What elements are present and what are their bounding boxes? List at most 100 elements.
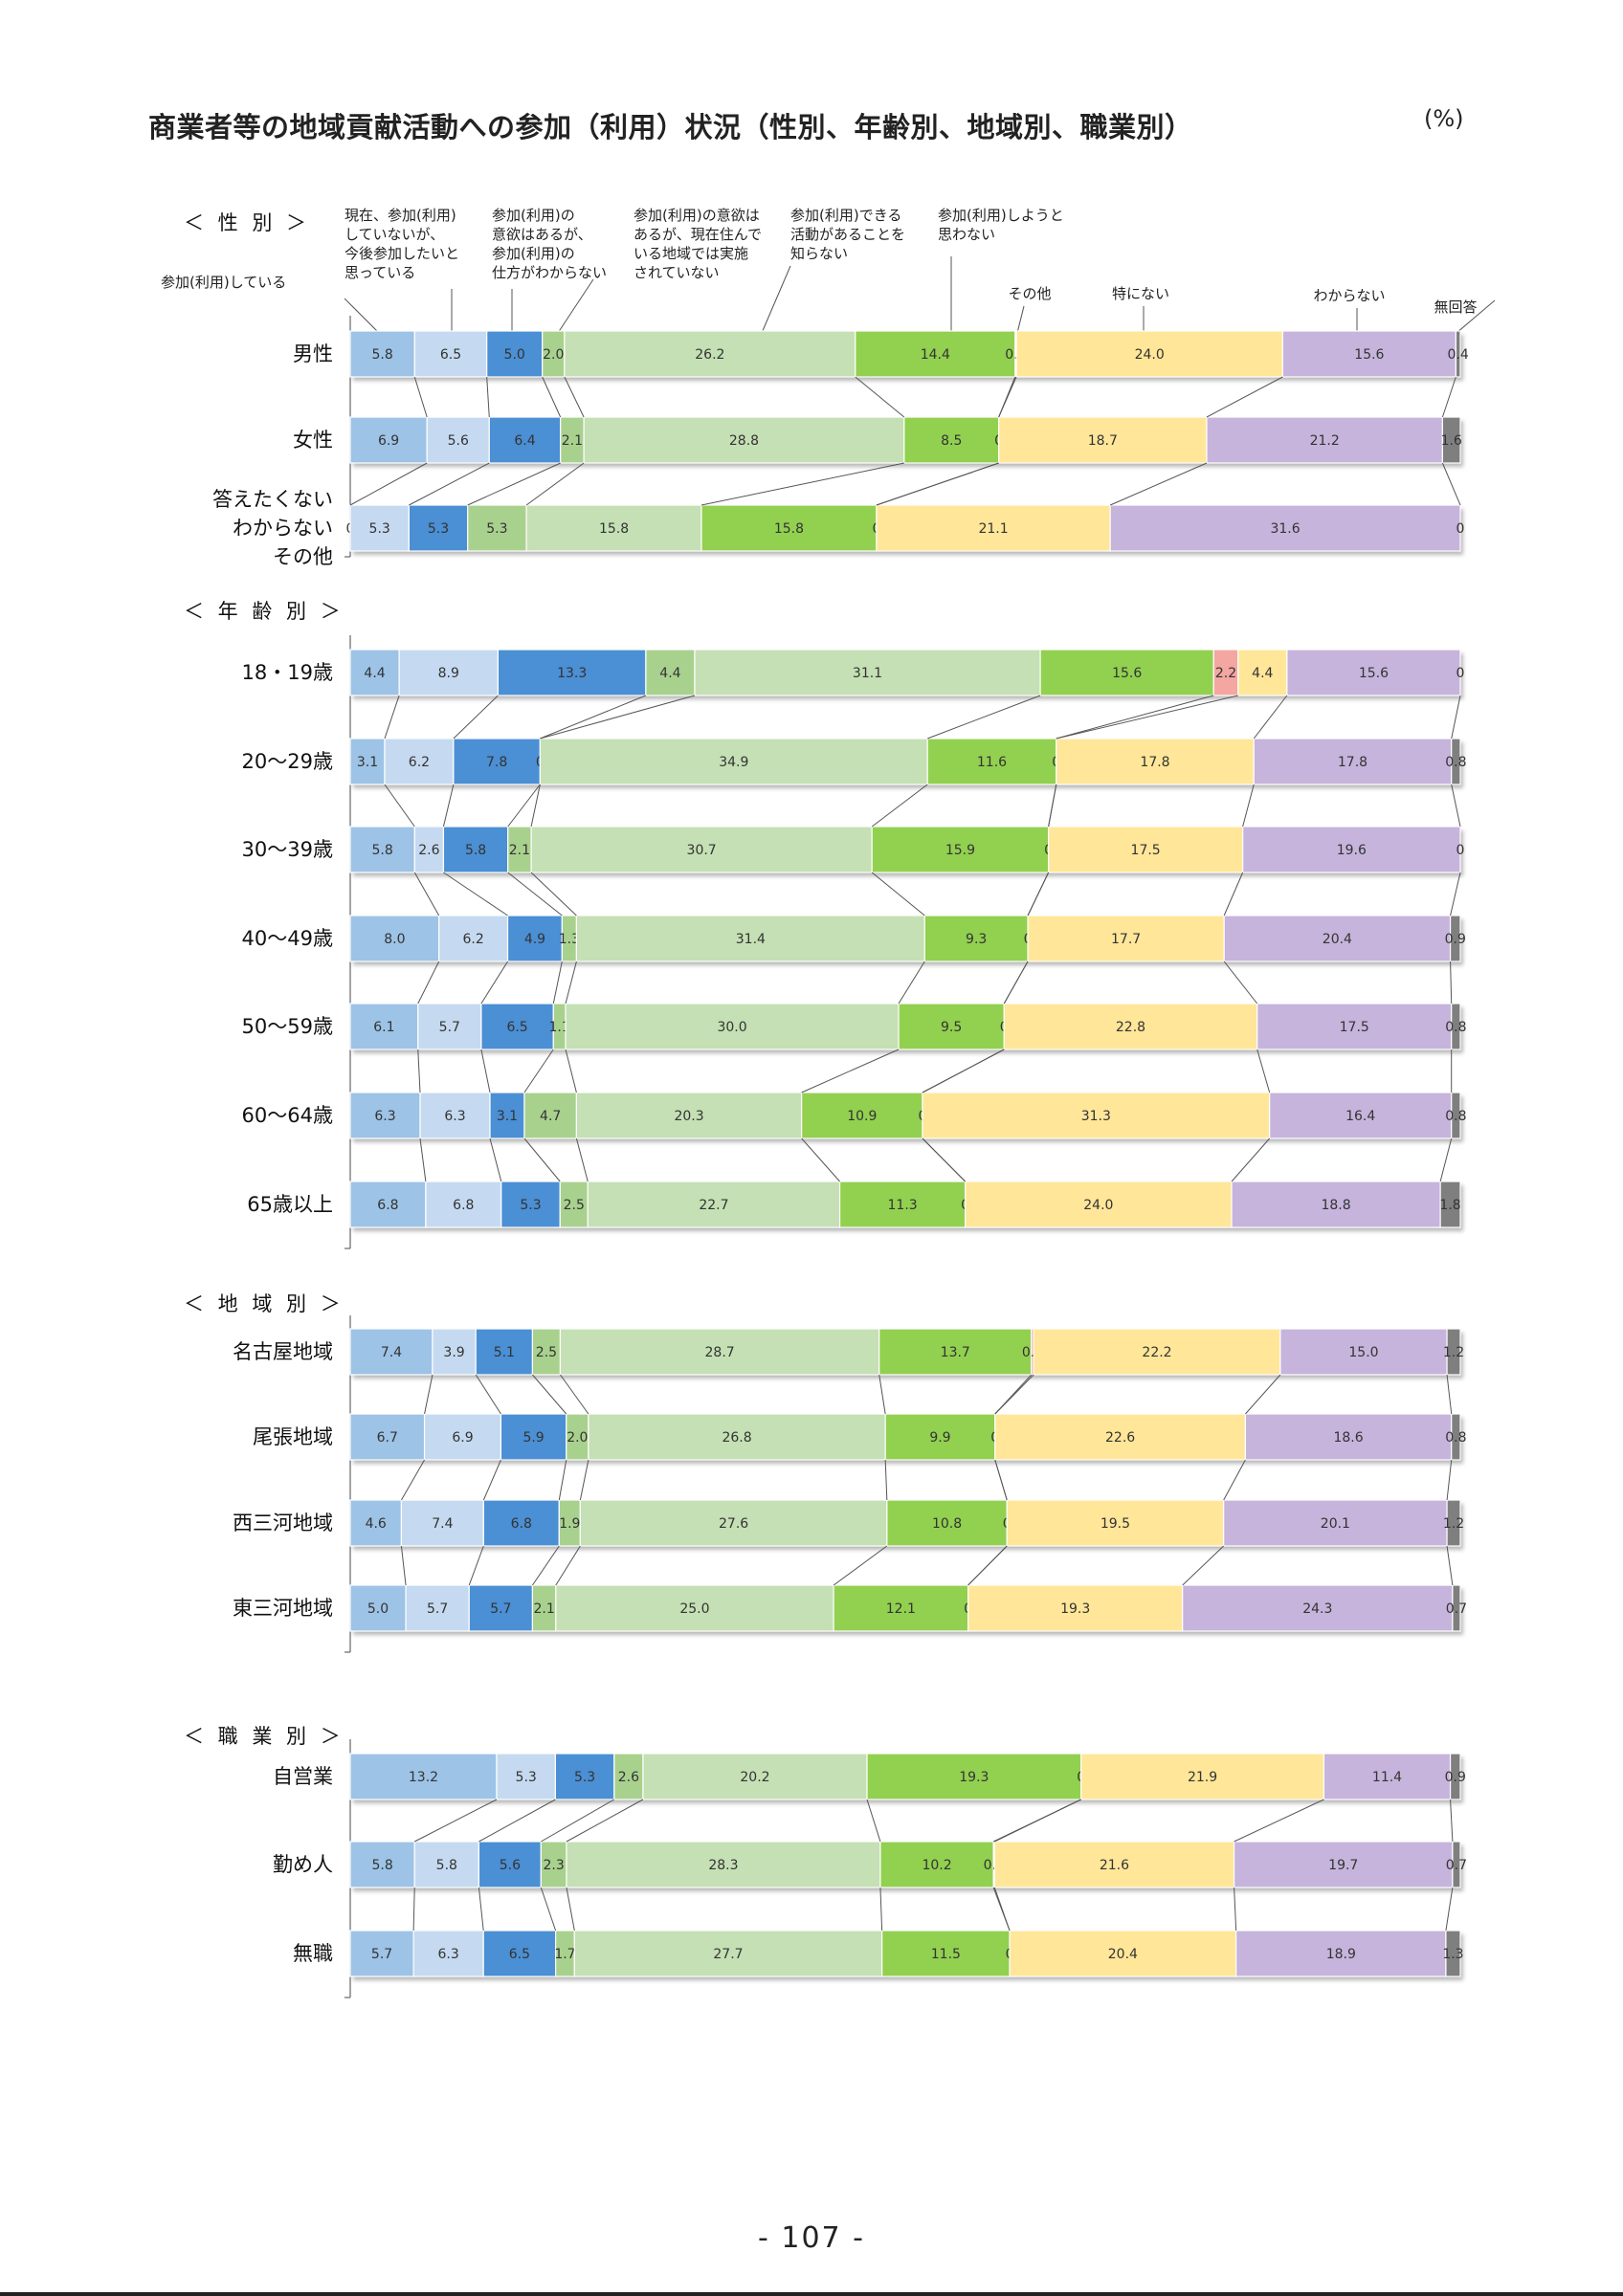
data-label-c5: 28.8 <box>729 433 759 449</box>
data-label-c6: 11.6 <box>977 755 1007 770</box>
data-label-c8: 18.7 <box>1088 433 1118 449</box>
series-connector <box>523 1137 561 1182</box>
data-label-c3: 5.3 <box>574 1770 595 1785</box>
bar-segment-c8 <box>1080 1753 1325 1800</box>
data-label-c4: 2.0 <box>543 347 564 363</box>
data-label-c5: 22.7 <box>699 1198 728 1213</box>
bar-segment-c6 <box>801 1092 923 1139</box>
series-connector <box>565 960 577 1004</box>
series-connector <box>507 872 563 916</box>
data-label-c4: 2.1 <box>533 1601 554 1617</box>
bar-segment-c3 <box>500 1413 567 1461</box>
series-connector <box>565 1049 577 1093</box>
row-label-1-6: 65歳以上 <box>247 1193 333 1216</box>
series-connector <box>443 872 508 916</box>
series-connector <box>475 1374 501 1415</box>
bar-segment-c6 <box>866 1753 1082 1800</box>
bar-segment-c5 <box>583 416 905 464</box>
series-connector <box>468 1545 484 1586</box>
bar-segment-c3 <box>475 1328 534 1376</box>
data-label-c2: 6.8 <box>453 1198 474 1213</box>
stacked-bar-chart: 参加(利用)している現在、参加(利用)していないが、今後参加したいと思っている参… <box>161 207 1496 1998</box>
bar-segment-c2 <box>426 416 490 464</box>
bar-segment-c9 <box>1223 915 1452 962</box>
series-connector <box>349 462 428 506</box>
bar-segment-c10 <box>1451 1092 1461 1139</box>
data-label-c9: 11.4 <box>1372 1770 1402 1785</box>
data-label-c5: 31.1 <box>853 666 882 681</box>
data-label-c1: 7.4 <box>381 1345 402 1360</box>
page-title: 商業者等の地域貢献活動への参加（利用）状況（性別、年齢別、地域別、職業別） <box>148 111 1193 144</box>
series-connector <box>1446 1374 1453 1415</box>
bar-segment-c10 <box>1441 416 1461 464</box>
data-label-c9: 20.1 <box>1321 1516 1350 1532</box>
data-label-c2: 5.3 <box>369 521 390 537</box>
series-connector <box>579 1459 589 1501</box>
data-label-c1: 6.1 <box>373 1020 394 1035</box>
bar-segment-c8 <box>922 1092 1271 1139</box>
data-label-c9: 18.8 <box>1321 1198 1350 1213</box>
data-label-c8: 17.7 <box>1111 932 1141 947</box>
data-label-c2: 5.3 <box>516 1770 537 1785</box>
series-connector <box>1234 1799 1324 1843</box>
series-connector <box>489 1137 502 1182</box>
data-label-c2: 2.6 <box>418 843 439 858</box>
bar-segment-c2 <box>419 1092 491 1139</box>
bar-segment-c9 <box>1233 1841 1454 1888</box>
series-connector <box>1446 1545 1454 1586</box>
series-connector <box>1231 1137 1271 1182</box>
data-label-c10: 0.8 <box>1445 755 1466 770</box>
bar-segment-c2 <box>405 1584 470 1632</box>
bar-segment-c1 <box>349 1181 427 1228</box>
data-label-c8: 20.4 <box>1108 1947 1138 1962</box>
data-label-c3: 6.5 <box>506 1020 527 1035</box>
series-connector <box>1223 1459 1246 1501</box>
series-connector <box>566 1887 575 1932</box>
bar-segment-c3 <box>453 738 541 785</box>
data-label-c8: 4.4 <box>1252 666 1273 681</box>
data-label-c5: 30.0 <box>717 1020 746 1035</box>
data-label-c9: 18.6 <box>1333 1430 1363 1446</box>
data-label-c8: 22.2 <box>1142 1345 1171 1360</box>
data-label-c8: 22.6 <box>1105 1430 1135 1446</box>
bar-segment-c6 <box>923 915 1029 962</box>
data-label-c8: 19.5 <box>1101 1516 1130 1532</box>
bar-segment-c4 <box>613 1753 644 1800</box>
bar-segment-c8 <box>967 1584 1184 1632</box>
data-label-c3: 5.9 <box>522 1430 544 1446</box>
data-label-c3: 7.8 <box>486 755 507 770</box>
data-label-c1: 5.8 <box>372 843 393 858</box>
series-connector <box>1223 960 1258 1004</box>
series-connector <box>413 376 428 418</box>
data-label-c9: 15.0 <box>1348 1345 1378 1360</box>
data-label-c6: 14.4 <box>921 347 950 363</box>
row-label-2-0: 名古屋地域 <box>233 1340 333 1363</box>
data-label-c8: 19.3 <box>1060 1601 1090 1617</box>
bar-row-0-0: 男性5.86.55.02.026.214.40.124.015.60.4 <box>293 330 1469 378</box>
data-label-c9: 20.4 <box>1323 932 1352 947</box>
bar-segment-c9 <box>1242 826 1461 873</box>
data-label-c3: 5.7 <box>490 1601 511 1617</box>
series-connector <box>558 1459 567 1501</box>
legend-label-c5: 参加(利用)できる活動があることを知らない <box>790 207 905 262</box>
bar-segment-c4 <box>645 649 696 696</box>
bar-segment-c1 <box>349 826 415 873</box>
bar-segment-c3 <box>480 1003 554 1050</box>
data-label-c2: 6.2 <box>409 755 430 770</box>
data-label-c1: 5.7 <box>371 1947 392 1962</box>
series-connector <box>566 1799 644 1843</box>
bar-segment-c9 <box>1109 504 1461 552</box>
bottom-rule <box>0 2292 1623 2296</box>
data-label-c2: 6.3 <box>444 1109 465 1124</box>
data-label-c8: 21.1 <box>978 521 1008 537</box>
bar-segment-c6 <box>898 1003 1005 1050</box>
data-label-c1: 6.3 <box>374 1109 395 1124</box>
series-connector <box>993 1887 1011 1932</box>
data-label-c6: 13.7 <box>941 1345 970 1360</box>
series-connector <box>560 1374 589 1415</box>
series-connector <box>480 960 508 1004</box>
data-label-c6: 10.8 <box>932 1516 962 1532</box>
data-label-c4: 1.1 <box>549 1020 570 1035</box>
series-connector <box>478 1887 484 1932</box>
